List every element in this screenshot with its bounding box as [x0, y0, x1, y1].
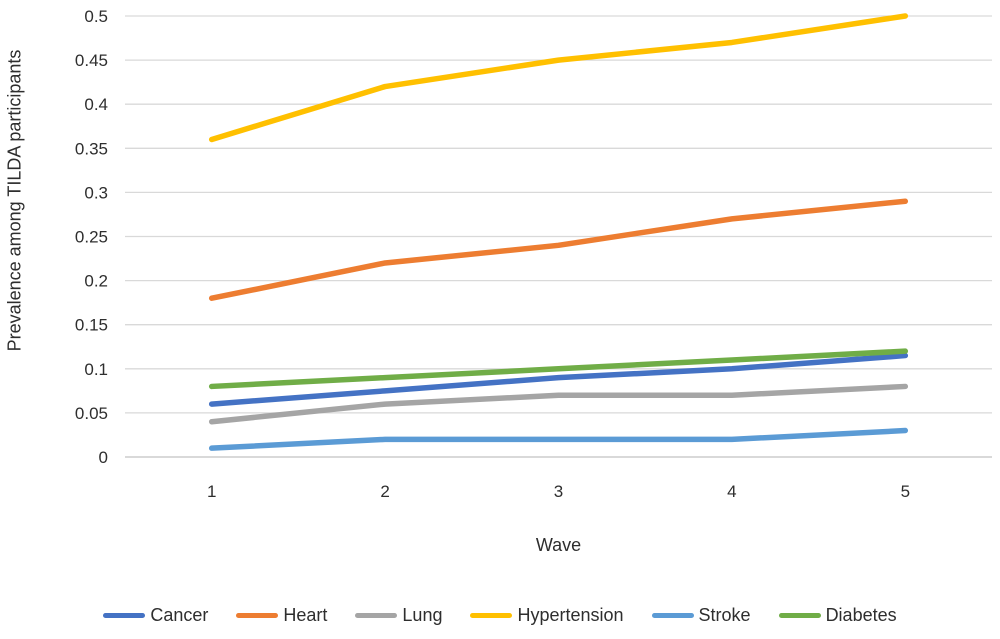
- legend-swatch-lung: [355, 612, 398, 618]
- legend-swatch-heart: [236, 612, 279, 618]
- legend-label: Heart: [283, 604, 328, 625]
- series-line-diabetes: [208, 348, 909, 390]
- legend-swatch-cancer: [103, 612, 146, 618]
- y-tick-label: 0.25: [75, 228, 108, 247]
- legend-label: Hypertension: [517, 604, 624, 625]
- legend-item-heart: Heart: [236, 605, 327, 626]
- legend-swatch-hypertension: [470, 612, 513, 618]
- legend-swatch-diabetes: [778, 612, 821, 618]
- y-tick-label: 0.4: [84, 95, 108, 114]
- legend-item-stroke: Stroke: [651, 604, 751, 626]
- y-tick-label: 0.15: [75, 316, 108, 335]
- series-line-stroke: [208, 427, 909, 451]
- legend: Cancer Heart Lung Hypertension Stroke Diabete…: [0, 598, 1000, 632]
- legend-label: Lung: [402, 604, 443, 625]
- legend-label: Cancer: [150, 604, 209, 625]
- series-line-lung: [208, 383, 909, 425]
- legend-label: Diabetes: [825, 604, 897, 625]
- legend-item-hypertension: Hypertension: [470, 604, 624, 626]
- series-line-hypertension: [208, 13, 909, 143]
- x-tick-label: 1: [207, 482, 216, 501]
- y-tick-label: 0.5: [84, 7, 108, 26]
- y-tick-label: 0.05: [75, 404, 108, 423]
- x-tick-label: 3: [554, 482, 563, 501]
- series-line-cancer: [208, 352, 909, 407]
- x-axis-title: Wave: [535, 535, 582, 555]
- series-line-heart: [208, 198, 909, 301]
- x-tick-label: 2: [380, 482, 389, 501]
- legend-item-cancer: Cancer: [103, 605, 208, 626]
- legend-label: Stroke: [698, 604, 751, 625]
- y-tick-label: 0.2: [84, 272, 108, 291]
- plot-area: 0 0.05 0.1 0.15 0.2 0.25 0.3 0.35 0.4 0.45 0.5 1 2 3 4…: [75, 7, 992, 501]
- y-tick-label: 0.35: [75, 139, 108, 158]
- x-tick-label: 4: [727, 482, 736, 501]
- y-tick-label: 0.1: [84, 360, 108, 379]
- legend-item-lung: Lung: [355, 605, 442, 626]
- y-tick-label: 0.45: [75, 51, 108, 70]
- y-tick-label: 0.3: [84, 183, 108, 202]
- legend-swatch-stroke: [651, 612, 694, 618]
- y-tick-label: 0: [99, 448, 108, 467]
- legend-item-diabetes: Diabetes: [778, 604, 897, 626]
- x-tick-label: 5: [901, 482, 910, 501]
